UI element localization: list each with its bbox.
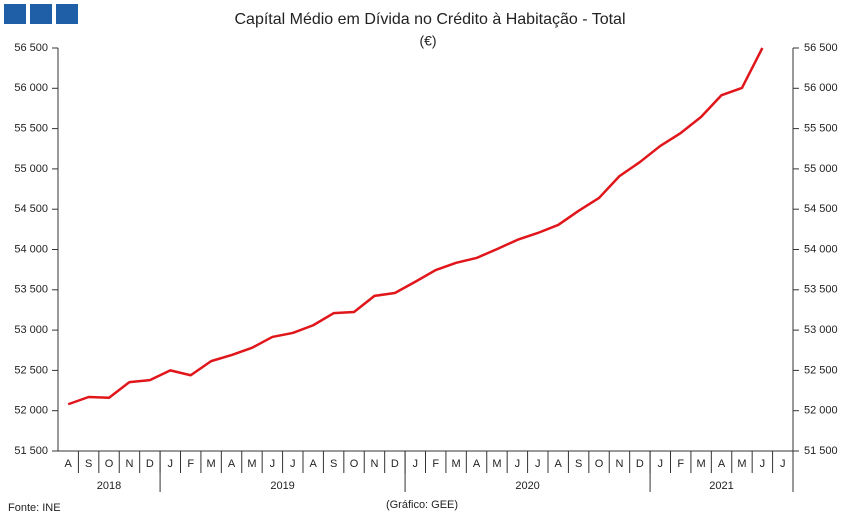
x-tick-label: M [697,458,706,470]
y-tick-label: 52 000 [14,405,48,417]
y2-tick-label: 56 500 [804,42,838,54]
x-tick-label: A [228,458,236,470]
y2-tick-label: 56 000 [804,82,838,94]
y2-tick-label: 52 000 [804,405,838,417]
chart-title: Capítal Médio em Dívida no Crédito à Hab… [234,11,625,28]
x-tick-label: D [391,458,399,470]
x-tick-label: J [515,458,521,470]
y2-tick-label: 54 000 [804,243,838,255]
x-tick-label: O [350,458,359,470]
x-tick-label: F [432,458,439,470]
x-tick-label: D [146,458,154,470]
x-tick-label: N [370,458,378,470]
y-tick-label: 56 500 [14,42,48,54]
x-tick-label: J [780,458,786,470]
x-tick-label: A [718,458,726,470]
x-tick-label: N [125,458,133,470]
year-label: 2020 [515,480,539,492]
y-tick-label: 55 500 [14,123,48,135]
y2-tick-label: 51 500 [804,445,838,457]
year-label: 2019 [270,480,294,492]
y-tick-label: 53 000 [14,324,48,336]
y-tick-label: 51 500 [14,445,48,457]
logo-square [30,4,52,24]
x-tick-label: J [535,458,541,470]
credit: (Gráfico: GEE) [386,499,458,511]
logo-square [56,4,78,24]
logo-square [4,4,26,24]
x-tick-label: A [310,458,318,470]
x-tick-label: M [492,458,501,470]
y2-tick-label: 55 500 [804,123,838,135]
source: Fonte: INE [8,502,61,514]
y2-tick-label: 54 500 [804,203,838,215]
year-label: 2021 [709,480,733,492]
x-tick-label: D [636,458,644,470]
y2-tick-label: 52 500 [804,364,838,376]
y-tick-label: 54 500 [14,203,48,215]
y2-tick-label: 55 000 [804,163,838,175]
x-tick-label: J [658,458,664,470]
y-tick-label: 52 500 [14,364,48,376]
y2-tick-label: 53 500 [804,284,838,296]
x-tick-label: J [290,458,296,470]
x-tick-label: M [207,458,216,470]
x-tick-label: S [575,458,582,470]
x-tick-label: J [270,458,276,470]
x-tick-label: F [677,458,684,470]
y-tick-label: 54 000 [14,243,48,255]
x-tick-label: A [555,458,563,470]
x-tick-label: J [168,458,174,470]
x-tick-label: A [65,458,73,470]
chart-subtitle: (€) [419,33,436,49]
x-tick-label: J [413,458,419,470]
x-tick-label: M [737,458,746,470]
x-tick-label: S [330,458,337,470]
x-tick-label: O [105,458,114,470]
x-tick-label: A [473,458,481,470]
x-tick-label: J [760,458,766,470]
y-tick-label: 55 000 [14,163,48,175]
x-tick-label: M [452,458,461,470]
x-tick-label: N [615,458,623,470]
y-tick-label: 56 000 [14,82,48,94]
y2-tick-label: 53 000 [804,324,838,336]
x-tick-label: F [187,458,194,470]
year-label: 2018 [97,480,121,492]
x-tick-label: O [595,458,604,470]
x-tick-label: S [85,458,92,470]
x-tick-label: M [247,458,256,470]
y-tick-label: 53 500 [14,284,48,296]
data-line [67,47,764,406]
